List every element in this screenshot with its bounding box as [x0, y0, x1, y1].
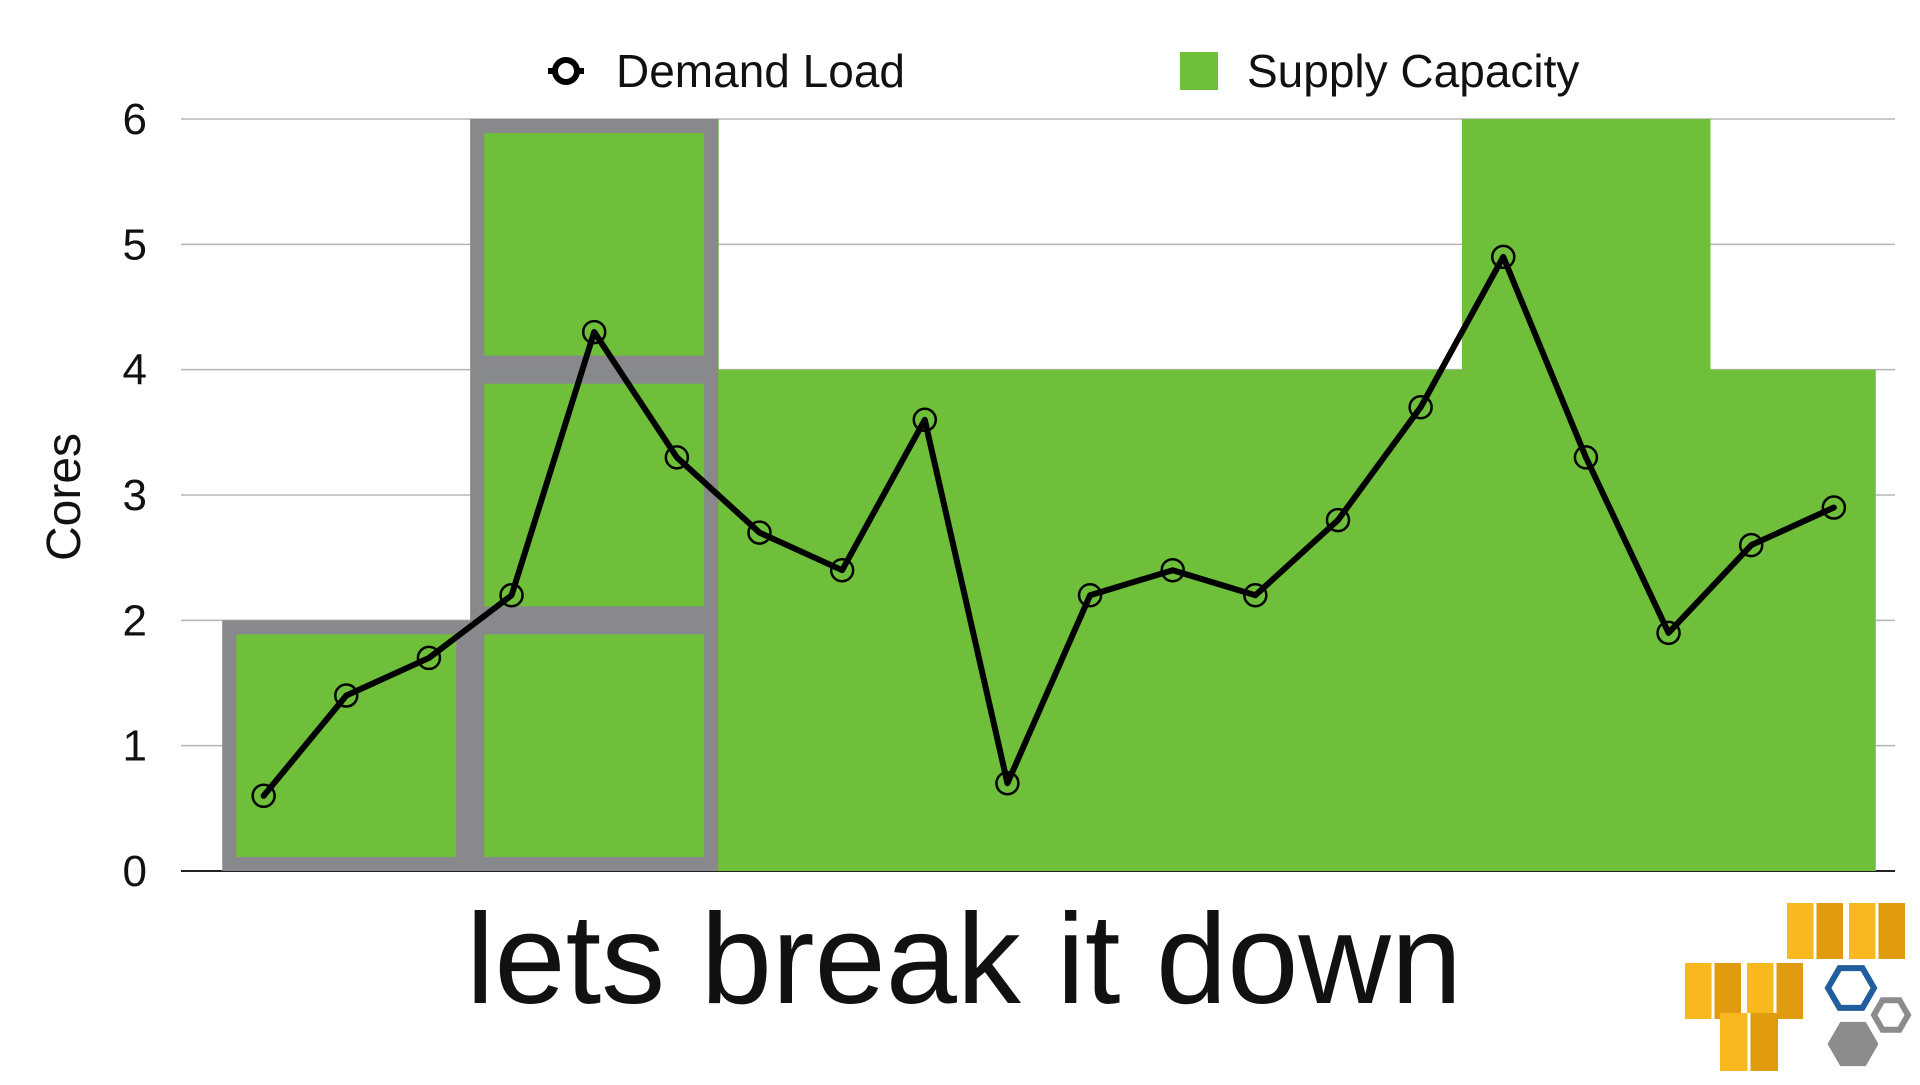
supply-capacity-bar [1379, 369, 1463, 871]
demand-load-point [581, 319, 607, 345]
supply-capacity-bar [1709, 369, 1794, 871]
supply-capacity-bar [800, 369, 885, 871]
legend-label-supply-capacity: Supply Capacity [1247, 45, 1579, 97]
demand-load-point [1821, 495, 1847, 520]
demand-load-point [416, 645, 442, 671]
legend: Demand Load Supply Capacity [548, 45, 1579, 97]
logo-box-shade [1775, 963, 1803, 1019]
aws-boxes-logo [1685, 903, 1912, 1071]
y-axis-ticks: 0 1 2 3 4 5 6 [123, 95, 147, 896]
supply-capacity-bar [1296, 369, 1380, 871]
logo-box-3 [1685, 963, 1741, 1019]
demand-load-point [251, 783, 276, 809]
logo-hex-gray-icon [1827, 1021, 1879, 1067]
supply-capacity-bar [966, 369, 1050, 871]
demand-load-point [912, 407, 938, 433]
demand-load-series [251, 244, 1847, 809]
demand-load-point [1160, 557, 1185, 583]
demand-load-point [1656, 620, 1681, 646]
highlight-block-4 [470, 119, 719, 370]
highlight-blocks [222, 119, 719, 871]
supply-capacity-bar [1214, 369, 1298, 871]
legend-label-demand-load: Demand Load [616, 45, 905, 97]
legend-marker-circle-icon [552, 57, 580, 85]
highlight-block-1 [222, 620, 471, 871]
supply-capacity-bar [1048, 369, 1132, 871]
legend-swatch-supply-capacity [1180, 52, 1218, 90]
logo-box-2 [1849, 903, 1905, 959]
y-tick-label-2: 2 [123, 596, 147, 645]
logo-box-shade [1749, 1013, 1778, 1071]
demand-load-point [1325, 507, 1351, 533]
supply-capacity-bar [718, 369, 802, 871]
demand-load-point [1408, 395, 1433, 420]
demand-load-point [1243, 583, 1268, 608]
y-tick-label-1: 1 [123, 722, 147, 771]
demand-load-point [1491, 244, 1516, 270]
logo-box-4 [1747, 963, 1803, 1019]
supply-capacity-bar [552, 119, 637, 871]
y-tick-label-4: 4 [123, 346, 147, 395]
demand-load-point [1077, 583, 1103, 608]
y-tick-label-0: 0 [123, 847, 147, 896]
supply-capacity-bar [1627, 119, 1711, 871]
demand-load-line [260, 253, 1837, 799]
highlight-block-2 [470, 620, 719, 871]
demand-load-point [995, 771, 1020, 796]
demand-load-point [747, 520, 772, 545]
y-tick-label-3: 3 [123, 471, 147, 520]
logo-box-shade [1877, 903, 1905, 959]
logo-box-shade [1713, 963, 1741, 1019]
highlight-block-3 [470, 369, 719, 621]
logo-hex-gray-outline-icon [1870, 997, 1912, 1033]
logo-box-5 [1720, 1013, 1778, 1071]
supply-capacity-bar [1544, 119, 1628, 871]
y-tick-label-5: 5 [123, 220, 147, 269]
y-tick-label-6: 6 [123, 95, 147, 144]
demand-load-point [1738, 532, 1764, 558]
supply-capacity-bar [1131, 369, 1215, 871]
supply-capacity-bar [1792, 369, 1876, 871]
demand-load-point [1573, 445, 1599, 470]
logo-box-1 [1787, 903, 1843, 959]
demand-load-point [829, 557, 855, 583]
logo-box-shade [1815, 903, 1843, 959]
legend-item-supply-capacity: Supply Capacity [1180, 45, 1579, 97]
demand-load-point [499, 583, 524, 608]
demand-load-point [334, 683, 359, 708]
supply-capacity-bar [883, 369, 967, 871]
logo-hex-blue-icon [1824, 965, 1878, 1011]
slide-caption: lets break it down [466, 888, 1462, 1031]
supply-capacity-bar [304, 620, 389, 871]
supply-capacity-bar [1461, 119, 1546, 871]
y-axis-label: Cores [38, 433, 91, 561]
demand-load-point [664, 445, 690, 470]
legend-item-demand-load: Demand Load [548, 45, 905, 97]
